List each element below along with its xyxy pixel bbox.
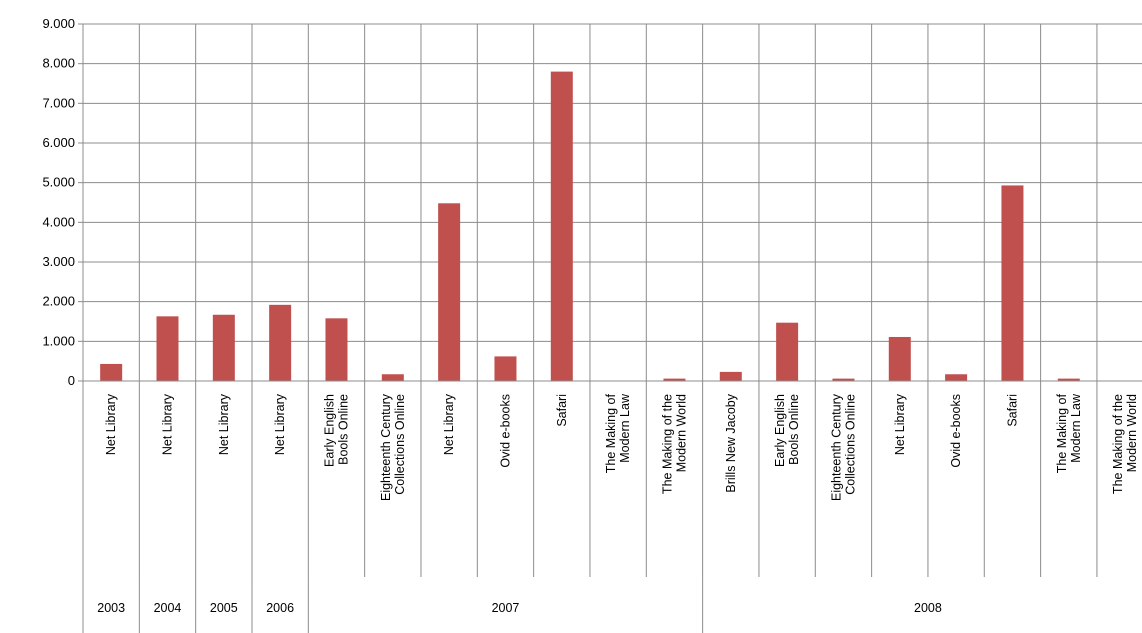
group-label: 2006 — [266, 601, 294, 615]
bar — [776, 322, 799, 381]
bar — [832, 378, 855, 381]
grid-lines — [82, 23, 1142, 577]
group-labels: 2003 2004 2005 2006 2007 2008 — [82, 577, 942, 633]
bar — [325, 318, 348, 381]
category-label: Safari — [555, 394, 569, 427]
category-label: Net Library — [160, 393, 174, 455]
bar — [494, 356, 517, 381]
bar — [156, 316, 179, 381]
group-label: 2008 — [914, 601, 942, 615]
bar — [269, 304, 292, 381]
category-label: Early EnglishBools Online — [322, 394, 350, 467]
group-label: 2005 — [210, 601, 238, 615]
y-tick-label: 4.000 — [42, 214, 75, 229]
category-label: Brills New Jacoby — [724, 393, 738, 492]
bar — [1057, 378, 1080, 381]
category-label: Net Library — [217, 393, 231, 455]
bar — [945, 374, 968, 381]
y-axis-ticks: 0 1.000 2.000 3.000 4.000 5.000 6.000 7.000 8.00… — [42, 16, 75, 388]
category-label: Net Library — [104, 393, 118, 455]
bars — [100, 71, 1080, 381]
y-tick-label: 9.000 — [42, 16, 75, 31]
y-tick-label: 2.000 — [42, 294, 75, 309]
y-tick-label: 1.000 — [42, 333, 75, 348]
bar — [1001, 185, 1024, 381]
y-tick-label: 7.000 — [42, 95, 75, 110]
y-tick-label: 0 — [68, 373, 75, 388]
category-label: Net Library — [442, 393, 456, 455]
category-label: Ovid e-books — [949, 394, 963, 468]
axes — [78, 23, 1142, 633]
category-label: Eighteenth CenturyCollections Online — [379, 393, 407, 501]
category-label: The Making of theModern World — [1111, 394, 1139, 494]
y-tick-label: 3.000 — [42, 254, 75, 269]
bar — [381, 374, 404, 381]
group-label: 2003 — [97, 601, 125, 615]
category-label: The Making ofModern Law — [1055, 393, 1083, 473]
bar — [212, 314, 235, 381]
category-label: The Making of theModern World — [660, 394, 688, 494]
category-label: Net Library — [273, 393, 287, 455]
bar — [888, 336, 911, 381]
group-label: 2004 — [154, 601, 182, 615]
bar — [100, 363, 123, 381]
category-label: Safari — [1005, 394, 1019, 427]
bar — [550, 71, 573, 381]
category-label: Ovid e-books — [498, 394, 512, 468]
category-label: Net Library — [893, 393, 907, 455]
group-label: 2007 — [492, 601, 520, 615]
y-tick-label: 8.000 — [42, 56, 75, 71]
y-tick-label: 6.000 — [42, 135, 75, 150]
category-label: Early EnglishBools Online — [773, 394, 801, 467]
bar — [663, 378, 686, 381]
y-tick-label: 5.000 — [42, 175, 75, 190]
category-label: Eighteenth CenturyCollections Online — [829, 393, 857, 501]
category-label: The Making ofModern Law — [604, 393, 632, 473]
category-labels: Net Library Net Library Net Library Net Lib… — [104, 393, 1139, 501]
bar — [438, 203, 461, 381]
bar — [719, 371, 742, 381]
